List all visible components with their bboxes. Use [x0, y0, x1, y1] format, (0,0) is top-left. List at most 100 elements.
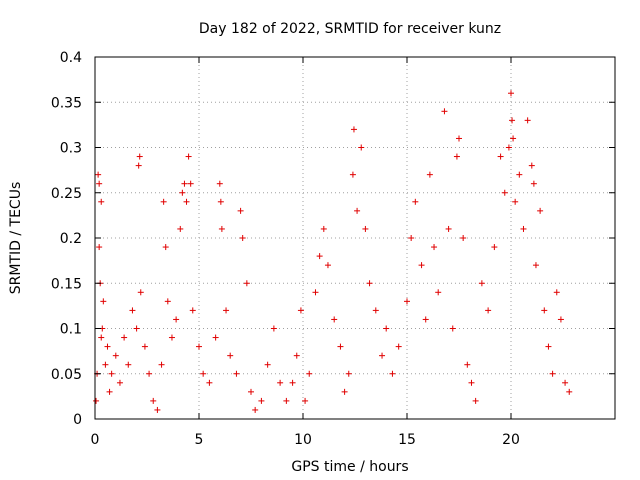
data-point [100, 298, 107, 305]
data-point [177, 225, 184, 232]
data-point [104, 343, 111, 350]
data-point [366, 280, 373, 287]
y-tick-label: 0.1 [60, 322, 82, 338]
data-point [181, 180, 188, 187]
data-point [258, 397, 265, 404]
data-point [537, 207, 544, 214]
data-point [106, 388, 113, 395]
data-point [306, 370, 313, 377]
data-point [530, 180, 537, 187]
data-point [497, 153, 504, 160]
data-point [173, 316, 180, 323]
data-point [379, 352, 386, 359]
data-point [358, 144, 365, 151]
data-point [189, 307, 196, 314]
y-tick-label: 0.4 [60, 50, 82, 66]
data-points [93, 90, 573, 413]
data-point [164, 298, 171, 305]
data-point [431, 244, 438, 251]
data-point [160, 198, 167, 205]
data-point [200, 370, 207, 377]
data-point [441, 108, 448, 115]
data-point [562, 379, 569, 386]
data-point [283, 397, 290, 404]
data-point [102, 361, 109, 368]
data-point [456, 135, 462, 142]
data-point [453, 153, 460, 160]
data-point [237, 207, 244, 214]
data-point [297, 307, 304, 314]
data-point [512, 198, 519, 205]
axis-ticks [94, 56, 615, 420]
data-point [320, 225, 327, 232]
data-point [125, 361, 132, 368]
data-point [472, 397, 479, 404]
data-point [135, 162, 142, 169]
data-point [243, 280, 250, 287]
data-point [557, 316, 564, 323]
data-point [133, 325, 140, 332]
data-point [508, 90, 514, 97]
data-point [95, 171, 102, 178]
data-point [206, 379, 213, 386]
data-point [505, 144, 512, 151]
y-tick-label: 0.2 [60, 231, 82, 247]
x-tick-label: 20 [502, 432, 520, 448]
data-point [349, 171, 356, 178]
y-axis-label: SRMTID / TECUs [8, 182, 24, 295]
data-point [179, 189, 186, 196]
data-point [412, 198, 419, 205]
data-point [289, 379, 296, 386]
data-point [383, 325, 390, 332]
data-point [162, 244, 169, 251]
data-point [324, 262, 331, 269]
data-point [449, 325, 456, 332]
data-point [435, 289, 442, 296]
data-point [408, 235, 415, 241]
data-point [158, 361, 165, 368]
data-point [248, 388, 254, 395]
data-point [510, 135, 517, 142]
data-point [98, 334, 105, 341]
data-point [404, 298, 410, 305]
data-point [112, 352, 119, 359]
y-tick-label: 0.25 [51, 186, 82, 202]
data-point [341, 388, 348, 395]
y-tick-label: 0.15 [51, 276, 82, 292]
data-point [422, 316, 429, 323]
data-point [491, 244, 498, 251]
data-point [183, 198, 190, 205]
data-point [96, 180, 103, 187]
y-tick-label: 0.3 [60, 141, 82, 157]
x-tick-label: 15 [398, 432, 416, 448]
y-tick-label: 0.05 [51, 367, 82, 383]
data-point [312, 289, 319, 296]
data-point [528, 162, 535, 169]
data-point [468, 379, 475, 386]
data-point [445, 225, 452, 232]
data-point [141, 343, 148, 350]
data-point [129, 307, 136, 314]
data-point [389, 370, 396, 377]
data-point [549, 370, 556, 377]
data-point [233, 370, 240, 377]
data-point [372, 307, 379, 314]
data-point [464, 361, 471, 368]
tick-labels: 0 5 10 15 20 0 0.05 0.1 0.15 0.2 0.25 0.3 0.35 0.4 [51, 50, 520, 448]
data-point [350, 126, 357, 133]
data-point [185, 153, 192, 160]
data-point [98, 198, 105, 205]
data-point [566, 388, 573, 395]
data-point [108, 370, 115, 377]
data-point [460, 235, 467, 241]
data-point [478, 280, 485, 287]
data-point [150, 397, 157, 404]
data-point [136, 153, 143, 160]
data-point [239, 235, 246, 241]
data-point [277, 379, 284, 386]
data-point [121, 334, 128, 341]
data-point [509, 117, 516, 124]
data-point [252, 406, 259, 413]
data-point [524, 117, 531, 124]
